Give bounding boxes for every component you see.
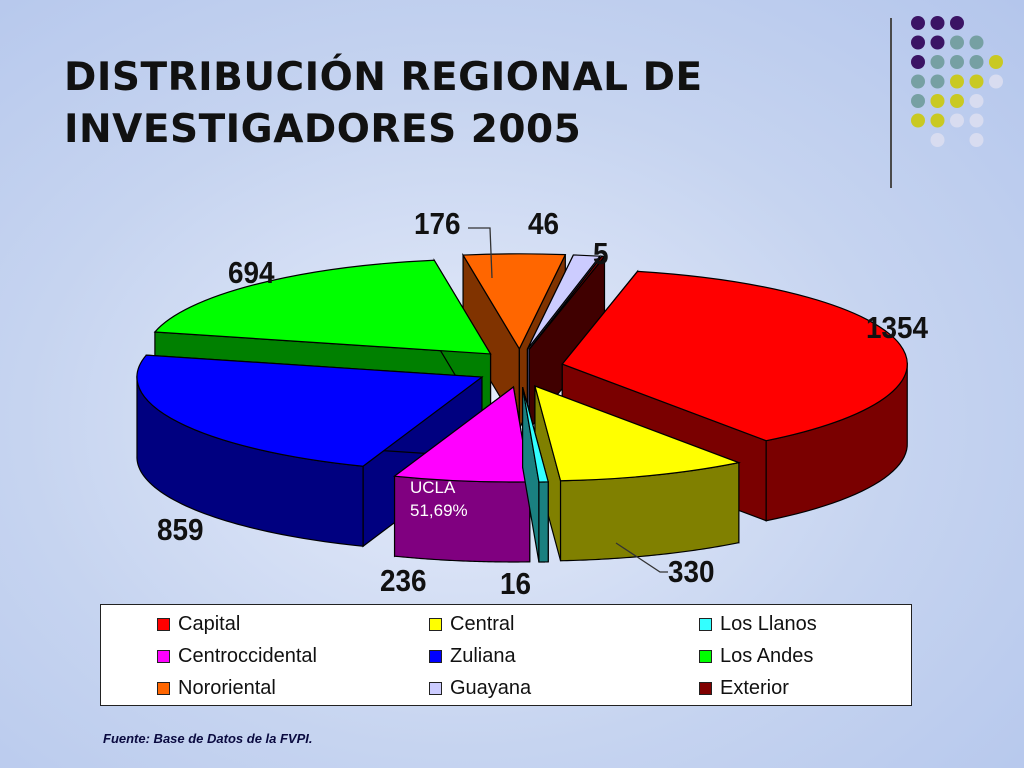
legend-swatch	[699, 682, 712, 695]
legend-item-guayana: Guayana	[429, 677, 531, 700]
pie-slice-los-llanos	[522, 387, 550, 563]
pie-slice-centroccidental	[392, 385, 531, 563]
legend-label: Zuliana	[450, 645, 516, 667]
data-label-centroccidental: 236	[380, 563, 427, 598]
legend-item-zuliana: Zuliana	[429, 645, 516, 668]
legend-swatch	[429, 618, 442, 631]
legend-item-los-andes: Los Andes	[699, 645, 813, 668]
legend-item-nororiental: Nororiental	[157, 677, 276, 700]
legend-item-exterior: Exterior	[699, 677, 789, 700]
legend-item-central: Central	[429, 613, 514, 636]
data-label-central: 330	[668, 554, 715, 589]
title-line-2: INVESTIGADORES 2005	[64, 107, 582, 152]
leader-line-central	[615, 542, 668, 573]
legend-label: Los Llanos	[720, 613, 817, 635]
pie-slice-zuliana	[136, 354, 484, 548]
ucla-annotation: UCLA 51,69%	[410, 476, 468, 522]
ucla-annotation-line-2: 51,69%	[410, 501, 468, 520]
legend-item-centroccidental: Centroccidental	[157, 645, 317, 668]
data-label-capital: 1354	[866, 310, 929, 345]
legend-swatch	[157, 682, 170, 695]
data-label-los-llanos: 16	[500, 566, 532, 601]
data-label-guayana: 46	[528, 206, 560, 241]
leader-line-nororiental	[468, 227, 493, 279]
ucla-annotation-line-1: UCLA	[410, 478, 456, 497]
legend-swatch	[157, 650, 170, 663]
legend-swatch	[699, 650, 712, 663]
legend-label: Capital	[178, 613, 241, 635]
legend-swatch	[429, 682, 442, 695]
legend-label: Guayana	[450, 677, 532, 699]
source-note: Fuente: Base de Datos de la FVPI.	[103, 731, 313, 746]
legend-label: Exterior	[720, 677, 789, 699]
legend-swatch	[157, 618, 170, 631]
pie-chart	[136, 227, 908, 573]
legend-item-capital: Capital	[157, 613, 240, 636]
legend-label: Central	[450, 613, 515, 635]
decorative-divider	[890, 18, 892, 188]
data-label-zuliana: 859	[157, 512, 204, 547]
data-label-nororiental: 176	[414, 206, 461, 241]
slide-title: DISTRIBUCIÓN REGIONAL DE INVESTIGADORES …	[64, 52, 864, 156]
title-line-1: DISTRIBUCIÓN REGIONAL DE	[64, 55, 703, 100]
legend-label: Centroccidental	[178, 645, 317, 667]
data-label-los-andes: 694	[228, 255, 275, 290]
legend-label: Nororiental	[178, 677, 276, 699]
pie-slice-central	[534, 385, 742, 562]
legend-swatch	[429, 650, 442, 663]
chart-legend: Capital Centroccidental Nororiental Cent…	[100, 604, 912, 706]
legend-swatch	[699, 618, 712, 631]
data-label-exterior: 5	[593, 236, 609, 271]
legend-label: Los Andes	[720, 645, 814, 667]
legend-item-los-llanos: Los Llanos	[699, 613, 817, 636]
